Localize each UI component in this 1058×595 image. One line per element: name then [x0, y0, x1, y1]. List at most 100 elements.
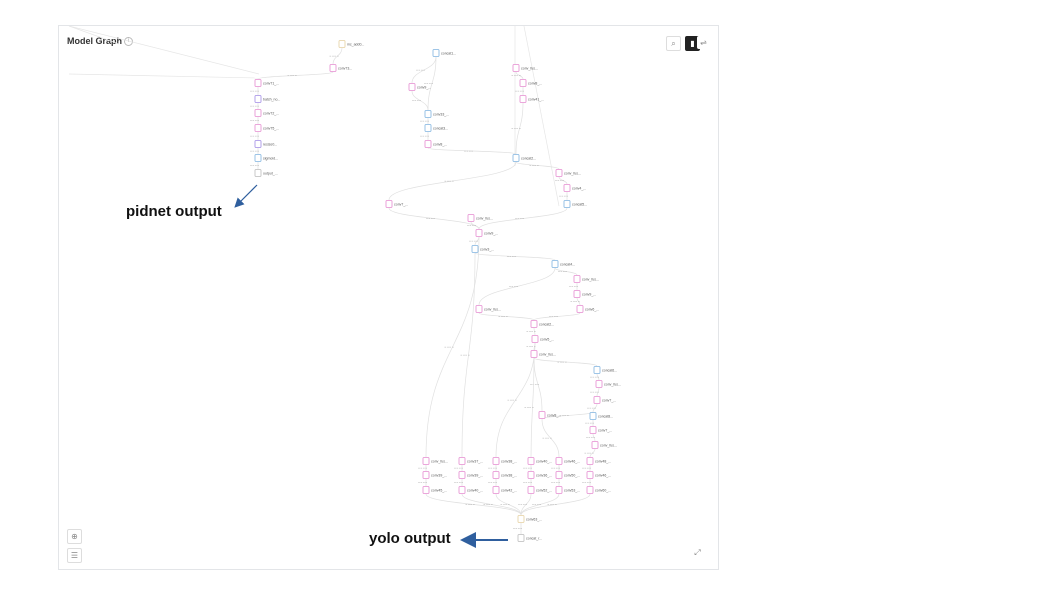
- pidnet-output-label: pidnet output: [126, 203, 222, 220]
- edge-shape-label: •• •• •• ••: [250, 150, 259, 153]
- graph-node-conv[interactable]: conv36_...: [527, 471, 552, 479]
- expand-icon[interactable]: ⤢: [691, 546, 704, 559]
- graph-node-sigmoid[interactable]: conv3_...: [471, 245, 494, 253]
- graph-node-conv[interactable]: conv50_...: [555, 471, 580, 479]
- graph-node-conv[interactable]: conv_fus...: [512, 64, 538, 72]
- graph-edge: [478, 312, 535, 321]
- graph-node-conv[interactable]: conv_fus...: [467, 214, 493, 222]
- graph-node-conv[interactable]: conv7_...: [589, 426, 612, 434]
- node-label: concat5...: [572, 203, 587, 207]
- edge-shape-label: •• •• •• ••: [513, 528, 522, 531]
- edge-shape-label: •• •• •• ••: [586, 437, 595, 440]
- graph-node-conv[interactable]: conv72_...: [254, 109, 279, 117]
- graph-node-conv[interactable]: conv_fus...: [475, 305, 501, 313]
- graph-node-sigmoid[interactable]: sigmoid...: [254, 154, 278, 162]
- graph-node-output[interactable]: concat_r...: [517, 534, 542, 542]
- graph-node-add[interactable]: mc_add0...: [338, 40, 364, 48]
- node-label: conv46_...: [595, 474, 611, 478]
- graph-edge: [425, 493, 522, 516]
- node-label: conv40_...: [536, 460, 552, 464]
- graph-node-sigmoid[interactable]: concat4...: [551, 260, 575, 268]
- graph-node-conv[interactable]: conv8_...: [538, 411, 561, 419]
- graph-node-sigmoid[interactable]: concat1...: [432, 49, 456, 57]
- graph-node-conv[interactable]: conv6_...: [576, 305, 599, 313]
- graph-node-conv[interactable]: conv40_...: [527, 457, 552, 465]
- edge-shape-label: •• •• •• ••: [499, 316, 508, 319]
- node-label: batch_no...: [263, 98, 280, 102]
- graph-node-conv[interactable]: conv46_...: [555, 457, 580, 465]
- node-label: conv_fus...: [431, 460, 448, 464]
- graph-node-conv[interactable]: conv5_...: [531, 335, 554, 343]
- graph-node-sigmoid[interactable]: conv33_...: [424, 110, 449, 118]
- graph-node-conv[interactable]: conv7_...: [593, 396, 616, 404]
- edge-shape-label: •• •• •• ••: [582, 467, 591, 470]
- graph-node-conv[interactable]: conv71_...: [254, 79, 279, 87]
- graph-node-conv[interactable]: conv_fus...: [422, 457, 448, 465]
- graph-node-conv[interactable]: conv41_...: [519, 95, 544, 103]
- node-label: conv60_...: [595, 489, 611, 493]
- graph-node-batchnorm[interactable]: resize0...: [254, 140, 277, 148]
- graph-node-output[interactable]: output_...: [254, 169, 278, 177]
- node-label: conv33_...: [433, 113, 449, 117]
- graph-node-conv[interactable]: conv38_...: [492, 471, 517, 479]
- graph-canvas[interactable]: •• •• •• •• •• •• •• •• •• •• •• •• •• •• •…: [59, 26, 720, 571]
- graph-node-conv[interactable]: conv8_...: [519, 79, 542, 87]
- edge-shape-label: •• •• •• ••: [250, 105, 259, 108]
- graph-node-conv[interactable]: conv9_...: [475, 229, 498, 237]
- graph-edge: [558, 176, 568, 185]
- graph-node-conv[interactable]: conv52_...: [527, 486, 552, 494]
- graph-node-conv[interactable]: conv45_...: [422, 486, 447, 494]
- node-label: conv53_...: [564, 489, 580, 493]
- graph-node-conv[interactable]: conv37_...: [458, 457, 483, 465]
- graph-node-sigmoid[interactable]: concat5...: [563, 200, 587, 208]
- graph-node-conv[interactable]: conv_fus...: [595, 380, 621, 388]
- graph-edge: [533, 312, 581, 321]
- node-label: conv36_...: [536, 474, 552, 478]
- graph-node-conv[interactable]: conv9_...: [408, 83, 431, 91]
- graph-node-batchnorm[interactable]: batch_no...: [254, 95, 280, 103]
- graph-node-conv[interactable]: conv40_...: [458, 486, 483, 494]
- node-label: conv9_...: [582, 293, 596, 297]
- graph-node-conv[interactable]: conv_fus...: [530, 350, 556, 358]
- node-label: conv73...: [338, 67, 352, 71]
- list-icon[interactable]: ☰: [67, 548, 82, 563]
- graph-node-sigmoid[interactable]: concat3...: [424, 124, 448, 132]
- graph-edge: [257, 71, 334, 80]
- edge-shape-label: •• •• •• ••: [250, 135, 259, 138]
- edge-shape-label: •• •• •• ••: [418, 482, 427, 485]
- graph-node-conv[interactable]: conv75_...: [254, 124, 279, 132]
- node-label: concat6...: [602, 369, 617, 373]
- graph-node-conv[interactable]: conv38_...: [492, 457, 517, 465]
- node-label: conv38_...: [501, 460, 517, 464]
- horizontal-layout-icon[interactable]: ⇌: [697, 36, 710, 49]
- edge-shape-label: •• •• •• ••: [501, 504, 510, 507]
- graph-node-conv[interactable]: conv46_...: [586, 471, 611, 479]
- graph-node-conv[interactable]: conv_fus...: [573, 275, 599, 283]
- graph-node-conv[interactable]: conv39_...: [422, 471, 447, 479]
- edge-shape-label: •• •• •• ••: [585, 422, 594, 425]
- graph-node-conv[interactable]: concat2...: [530, 320, 554, 328]
- graph-edge: [388, 161, 517, 201]
- zoom-icon[interactable]: ⊕: [67, 529, 82, 544]
- graph-node-conv[interactable]: conv8_...: [424, 140, 447, 148]
- graph-node-conv[interactable]: conv4_...: [563, 184, 586, 192]
- graph-node-sigmoid[interactable]: concat8...: [589, 412, 613, 420]
- graph-node-conv[interactable]: conv_fus...: [591, 441, 617, 449]
- search-icon[interactable]: ⌕: [666, 36, 681, 51]
- graph-edge: [474, 252, 556, 261]
- graph-node-conv[interactable]: conv60_...: [586, 486, 611, 494]
- graph-node-conv[interactable]: conv39_...: [458, 471, 483, 479]
- graph-node-conv[interactable]: conv7_...: [385, 200, 408, 208]
- graph-node-conv[interactable]: conv42_...: [492, 486, 517, 494]
- edge-shape-label: •• •• •• ••: [488, 482, 497, 485]
- graph-node-conv[interactable]: conv_fus...: [555, 169, 581, 177]
- edge-shape-label: •• •• •• ••: [515, 218, 524, 221]
- graph-node-sigmoid[interactable]: concat2...: [512, 154, 536, 162]
- graph-node-sigmoid[interactable]: concat6...: [593, 366, 617, 374]
- node-label: conv48_...: [595, 460, 611, 464]
- graph-node-conv[interactable]: conv53_...: [555, 486, 580, 494]
- graph-node-conv[interactable]: conv48_...: [586, 457, 611, 465]
- graph-node-conv[interactable]: conv9_...: [573, 290, 596, 298]
- graph-node-add[interactable]: conv63_...: [517, 515, 542, 523]
- graph-node-conv[interactable]: conv73...: [329, 64, 352, 72]
